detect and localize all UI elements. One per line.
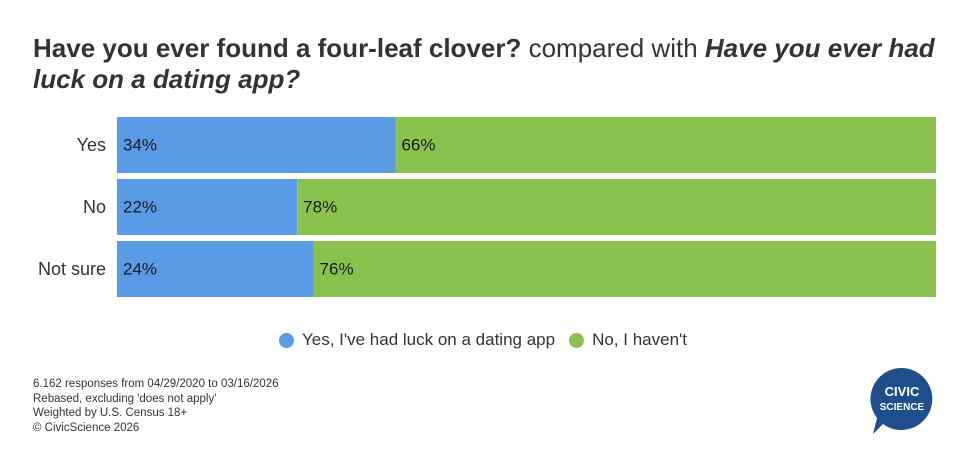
bar-no-yes <box>117 179 298 235</box>
title-question-1: Have you ever found a four-leaf clover? <box>33 33 522 63</box>
logo-text-line2: SCIENCE <box>880 402 925 413</box>
category-label-no: No <box>83 197 106 217</box>
title-connector: compared with <box>528 33 698 63</box>
bar-yes-no <box>395 117 937 173</box>
legend-label-no: No, I haven't <box>592 330 687 349</box>
legend-swatch-yes <box>278 332 294 348</box>
title-question-2: Have you ever had luck on a dating app? <box>33 33 935 94</box>
data-label-yes-no: 66% <box>401 136 435 155</box>
legend-swatch-no <box>569 332 585 348</box>
bar-not-sure-no <box>313 241 936 297</box>
chart-title: Have you ever found a four-leaf clover? … <box>33 33 953 95</box>
data-label-no-no: 78% <box>303 198 337 217</box>
footnote-rebased: Rebased, excluding 'does not apply' <box>33 392 217 405</box>
bar-not-sure-yes <box>117 241 314 297</box>
footnote-weighting: Weighted by U.S. Census 18+ <box>33 407 188 419</box>
data-label-no-yes: 22% <box>123 198 157 217</box>
footnote-copyright: © CivicScience 2026 <box>33 421 140 434</box>
data-label-not-sure-no: 76% <box>320 260 354 279</box>
legend-label-yes: Yes, I've had luck on a dating app <box>301 330 556 349</box>
logo-text-line1: CIVIC <box>885 384 920 399</box>
legend: Yes, I've had luck on a dating app No, I… <box>0 330 966 350</box>
data-label-not-sure-yes: 24% <box>123 260 157 279</box>
footnotes: 6.162 responses from 04/29/2020 to 03/16… <box>33 377 279 435</box>
footnote-responses: 6.162 responses from 04/29/2020 to 03/16… <box>33 378 279 390</box>
category-label-yes: Yes <box>77 135 106 155</box>
bar-yes-yes <box>117 117 396 173</box>
civicscience-logo: CIVIC SCIENCE <box>870 367 933 434</box>
stacked-bar-chart: Yes 34% 66% No 22% 78% Not sure 24% 76% <box>38 117 937 297</box>
legend-item-no: No, I haven't <box>569 330 687 350</box>
bar-no-no <box>297 179 936 235</box>
data-label-yes-yes: 34% <box>123 136 157 155</box>
category-label-not-sure: Not sure <box>38 259 106 279</box>
legend-item-yes: Yes, I've had luck on a dating app <box>278 330 556 350</box>
